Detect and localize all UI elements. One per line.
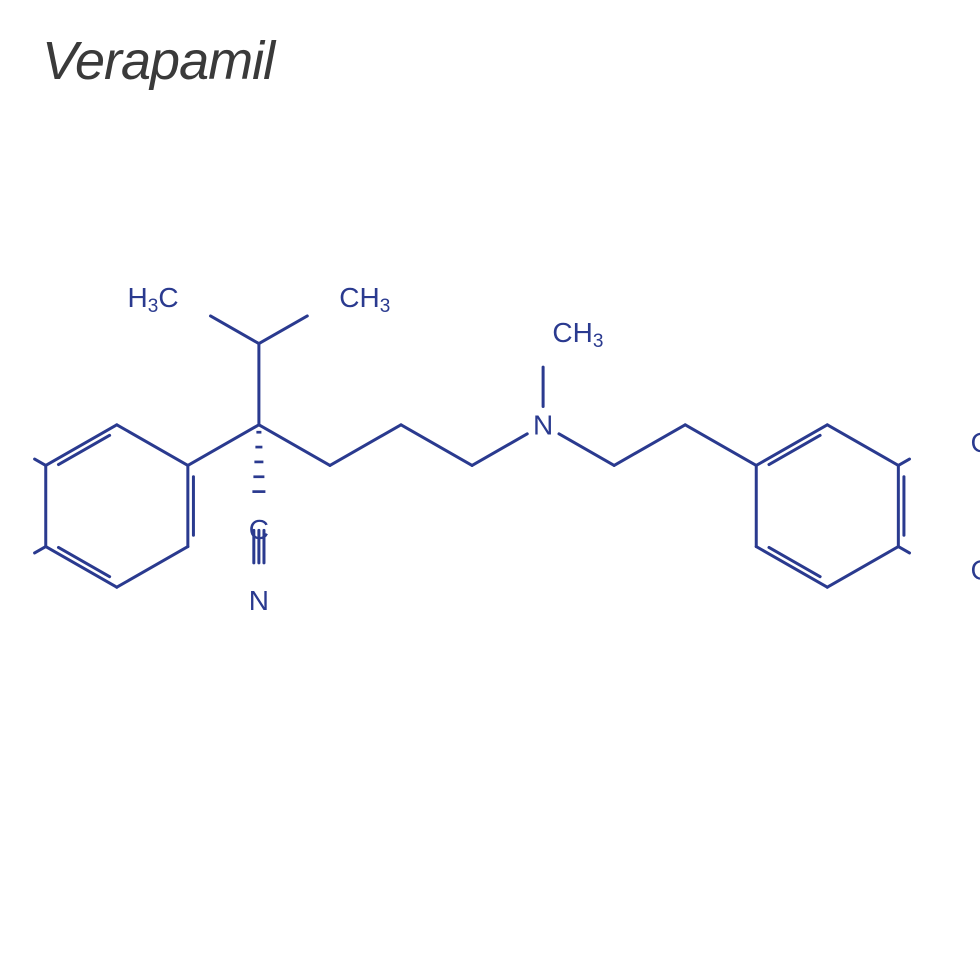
svg-text:CH3: CH3: [552, 317, 603, 352]
molecule-diagram: H3COH3COH3CCH3CNNCH3OCH3OCH3: [0, 0, 980, 980]
svg-text:OCH3: OCH3: [971, 555, 980, 590]
svg-text:CH3: CH3: [339, 282, 390, 317]
svg-text:N: N: [249, 585, 269, 616]
svg-text:H3C: H3C: [128, 282, 179, 317]
svg-text:N: N: [533, 410, 553, 441]
svg-text:C: C: [249, 514, 269, 545]
svg-text:OCH3: OCH3: [971, 427, 980, 462]
